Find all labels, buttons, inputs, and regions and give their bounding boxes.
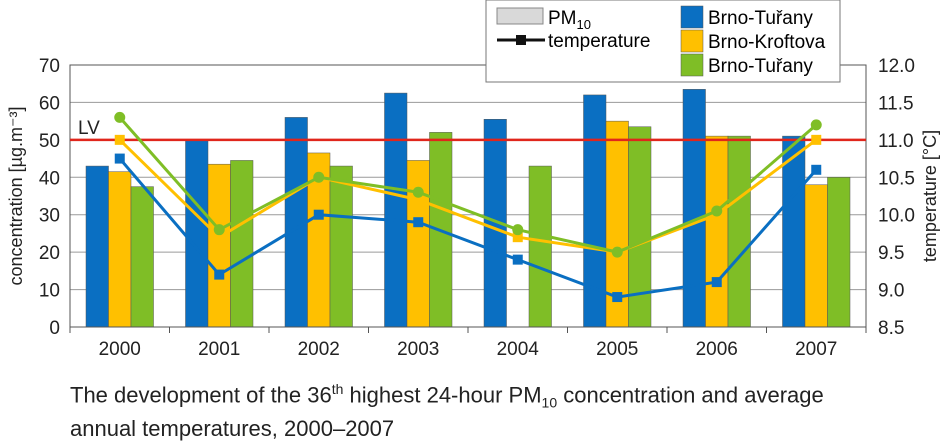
combo-chart: LV 0 10 20 30 40 50 60 70 8.5 9.0 9.5 10.0 10.5 11.0…: [6, 0, 940, 360]
bar: [727, 135, 751, 328]
y-tick-label: 50: [39, 131, 60, 152]
right-axis-ticks: 8.5 9.0 9.5 10.0 10.5 11.0 11.5 12.0: [878, 56, 915, 339]
x-tick-label: 2007: [795, 339, 837, 360]
temperature-point: [114, 134, 125, 145]
temperature-point: [512, 224, 524, 236]
y2-tick-label: 9.0: [878, 281, 904, 302]
bar: [130, 186, 154, 328]
y-tick-label: 10: [39, 281, 60, 302]
legend-station-swatch: [680, 29, 704, 53]
temperature-point: [611, 246, 623, 258]
limit-value-line: LV: [70, 118, 866, 142]
caption-part2: highest 24-hour PM: [343, 382, 542, 408]
bar: [782, 135, 806, 328]
y-tick-label: 30: [39, 206, 60, 227]
bar-series: [85, 89, 851, 328]
bar: [85, 165, 109, 328]
temperature-point: [512, 232, 523, 243]
left-axis-title: concentration [µg.m⁻³]: [6, 107, 26, 286]
temperature-point: [313, 171, 325, 183]
temperature-point: [512, 254, 523, 265]
x-axis-ticks: 2000 2001 2002 2003 2004 2005 2006 2007: [69, 327, 867, 360]
legend-pm-swatch: [496, 7, 544, 25]
x-tick-label: 2004: [497, 339, 540, 360]
legend-station-label: Brno-Kroftova: [708, 32, 826, 53]
temperature-point: [711, 205, 723, 217]
caption-sup: th: [331, 381, 344, 397]
right-axis-title: temperature [°C]: [920, 130, 940, 262]
bar: [406, 160, 430, 328]
y2-tick-label: 11.0: [878, 131, 914, 152]
y2-tick-label: 10.0: [878, 206, 915, 227]
y-tick-label: 60: [39, 93, 60, 114]
bar: [329, 165, 353, 328]
temperature-point: [413, 217, 424, 228]
y-tick-label: 0: [49, 318, 60, 339]
temperature-point: [612, 292, 623, 303]
x-tick-label: 2002: [298, 339, 340, 360]
bar: [804, 184, 828, 328]
legend-temp-label: temperature: [548, 31, 650, 52]
y-tick-label: 20: [39, 243, 60, 264]
temperature-point: [811, 164, 822, 175]
legend-station-swatch: [680, 53, 704, 77]
temperature-point: [413, 194, 424, 205]
legend-temp-marker: [516, 35, 526, 45]
caption-line2: annual temperatures, 2000–2007: [70, 415, 395, 441]
legend-station-label: Brno-Tuřany: [708, 56, 813, 77]
temperature-point: [811, 134, 822, 145]
x-tick-label: 2001: [198, 339, 240, 360]
x-tick-label: 2005: [596, 339, 638, 360]
lv-label: LV: [78, 118, 100, 139]
y2-tick-label: 11.5: [878, 93, 914, 114]
caption-part3: concentration and average: [557, 382, 824, 408]
bar: [705, 135, 729, 328]
bar: [682, 89, 706, 328]
bar: [108, 171, 132, 328]
temperature-lines: [114, 111, 822, 303]
temperature-line: [118, 138, 818, 254]
bar: [207, 163, 231, 328]
temperature-point: [412, 186, 424, 198]
temperature-line: [118, 157, 818, 299]
bar: [185, 139, 209, 328]
legend: PM10temperatureBrno-TuřanyBrno-KroftovaB…: [485, 0, 841, 83]
caption-part1: The development of the 36: [70, 382, 332, 408]
temperature-point: [810, 119, 822, 131]
temperature-point: [214, 232, 225, 243]
legend-station-label: Brno-Tuřany: [708, 8, 813, 29]
figure-caption: The development of the 36th highest 24-h…: [70, 376, 940, 442]
bar: [384, 92, 408, 328]
y2-tick-label: 12.0: [878, 56, 915, 77]
y2-tick-label: 10.5: [878, 168, 915, 189]
left-axis-ticks: 0 10 20 30 40 50 60 70: [39, 56, 60, 339]
temperature-point: [114, 111, 126, 123]
x-tick-label: 2000: [99, 339, 141, 360]
temperature-point: [711, 277, 722, 288]
y2-tick-label: 8.5: [878, 318, 904, 339]
bar: [528, 165, 552, 328]
temperature-point: [313, 209, 324, 220]
x-tick-label: 2006: [696, 339, 738, 360]
legend-pm-subscript: 10: [577, 17, 591, 32]
caption-sub: 10: [541, 394, 558, 411]
x-tick-label: 2003: [397, 339, 439, 360]
temperature-point: [114, 153, 125, 164]
temperature-point: [213, 224, 225, 236]
bar: [827, 177, 851, 328]
y-tick-label: 40: [39, 168, 60, 189]
y-tick-label: 70: [39, 56, 60, 77]
bar: [628, 126, 652, 328]
temperature-point: [214, 269, 225, 280]
temperature-line: [118, 116, 818, 254]
y2-tick-label: 9.5: [878, 243, 904, 264]
legend-station-swatch: [680, 5, 704, 29]
bar: [230, 160, 254, 328]
